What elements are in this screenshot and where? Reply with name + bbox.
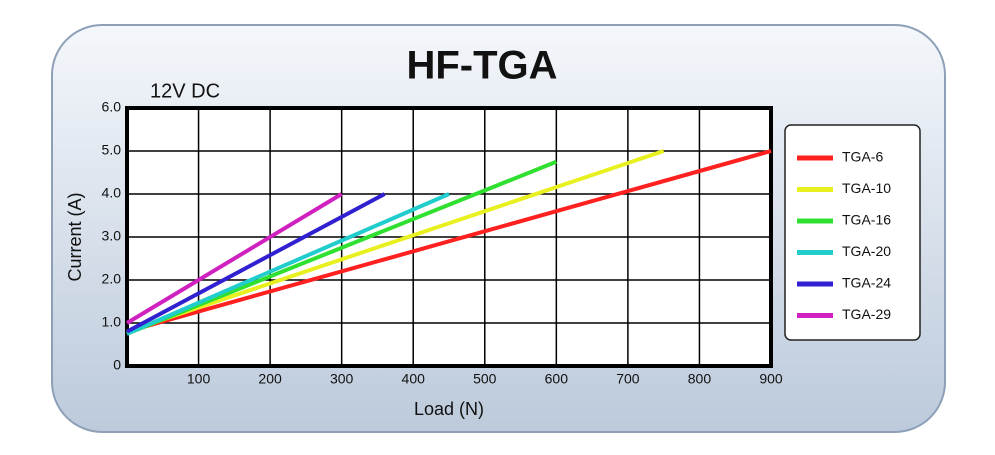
x-tick-label: 100: [187, 371, 211, 387]
legend-label: TGA-24: [842, 275, 891, 291]
legend-label: TGA-6: [842, 149, 883, 165]
series-line: [126, 192, 386, 334]
x-tick-label: 700: [616, 371, 640, 387]
y-axis-label: Current (A): [65, 192, 85, 281]
series-line: [126, 149, 665, 334]
x-tick-label: 600: [545, 371, 569, 387]
series-line: [126, 159, 558, 336]
x-tick-label: 800: [688, 371, 712, 387]
y-tick-label: 0: [113, 357, 121, 373]
y-tick-label: 4.0: [102, 185, 122, 201]
series-line: [125, 192, 343, 325]
series-line: [126, 149, 772, 334]
x-axis-label: Load (N): [414, 399, 484, 419]
y-tick-label: 1.0: [102, 314, 122, 330]
legend-label: TGA-29: [842, 306, 891, 322]
y-tick-label: 2.0: [102, 271, 122, 287]
y-tick-label: 3.0: [102, 228, 122, 244]
y-tick-label: 5.0: [102, 142, 122, 158]
chart-title: HF-TGA: [406, 44, 557, 88]
x-tick-label: 400: [402, 371, 426, 387]
series-line: [126, 192, 450, 336]
x-tick-label: 500: [473, 371, 497, 387]
annotation: 12V DC: [150, 80, 220, 102]
legend-label: TGA-20: [842, 243, 891, 259]
x-tick-label: 300: [330, 371, 354, 387]
x-tick-label: 200: [258, 371, 282, 387]
legend-label: TGA-16: [842, 212, 891, 228]
x-tick-label: 900: [759, 371, 783, 387]
y-tick-label: 6.0: [102, 99, 122, 115]
legend-label: TGA-10: [842, 180, 891, 196]
plot-border: [125, 106, 773, 368]
